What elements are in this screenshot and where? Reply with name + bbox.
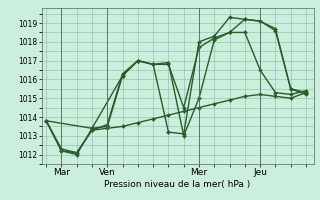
X-axis label: Pression niveau de la mer( hPa ): Pression niveau de la mer( hPa ) [104, 180, 251, 189]
